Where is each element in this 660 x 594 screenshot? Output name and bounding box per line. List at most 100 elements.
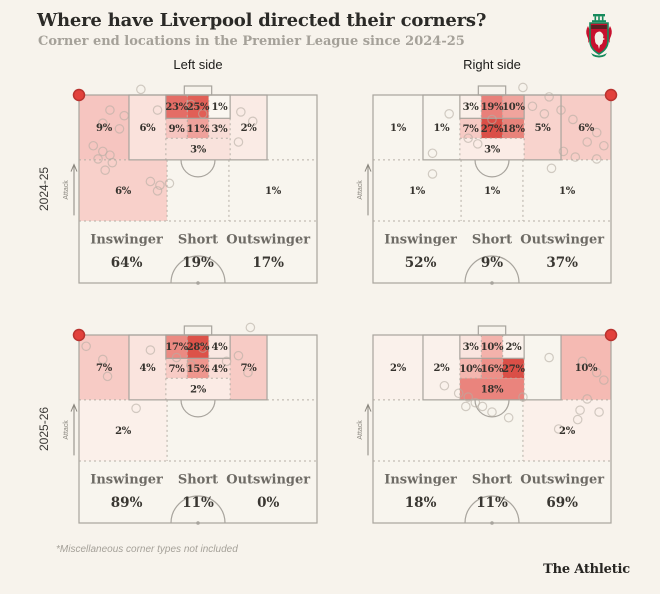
corner-type-value: 52% <box>405 255 437 271</box>
corner-end-location-bubble <box>594 407 604 417</box>
zone-percentage-label: 1% <box>559 186 576 197</box>
corner-zone <box>481 335 503 359</box>
corner-end-location-bubble <box>439 380 450 391</box>
zone-percentage-label: 3% <box>190 145 207 156</box>
corner-type-value: 64% <box>111 255 143 271</box>
corner-zone <box>208 335 231 359</box>
corner-type-label: Inswinger <box>90 233 163 248</box>
zone-percentage-label: 18% <box>481 385 504 396</box>
corner-zone <box>208 358 231 379</box>
corner-taken-dot <box>72 328 86 342</box>
center-circle <box>464 255 520 284</box>
center-spot <box>490 281 494 285</box>
corner-end-location-bubble <box>145 345 156 355</box>
crest-laurel <box>591 53 607 58</box>
zone-percentage-label: 2% <box>115 426 132 437</box>
corner-type-label: Short <box>472 233 512 248</box>
corner-zone <box>561 95 611 160</box>
pitch-2025-26-left: 7% 4% 17% 28% 4% 7% 15% 4% 2% 7% 2% Inswinger 89% Sho… <box>57 311 339 545</box>
zone-percentage-label: 1% <box>265 186 282 197</box>
corner-zone <box>187 118 209 139</box>
corner-end-location-bubble <box>599 140 609 151</box>
corner-type-value: 89% <box>111 495 143 511</box>
zone-percentage-label: 3% <box>484 145 501 156</box>
corner-end-location-bubble <box>582 394 592 404</box>
crest-liver-bird <box>594 31 605 49</box>
zone-percentage-label: 16% <box>481 364 504 375</box>
corner-end-location-bubble <box>568 114 578 125</box>
page-subtitle: Corner end locations in the Premier Leag… <box>38 34 465 49</box>
zone-percentage-label: 17% <box>165 342 188 353</box>
zone-percentage-label: 28% <box>187 342 210 353</box>
goal <box>477 325 507 336</box>
corner-end-location-bubble <box>152 105 163 115</box>
corner-end-location-bubble <box>503 412 514 423</box>
zone-percentage-label: 19% <box>481 102 504 113</box>
corner-end-location-bubble <box>570 152 581 162</box>
corner-end-location-bubble <box>155 180 165 191</box>
corner-zone <box>208 95 231 119</box>
corner-zone <box>481 118 503 139</box>
corner-end-location-bubble <box>544 92 554 102</box>
corner-end-location-bubble <box>546 163 557 174</box>
corner-type-label: Outswinger <box>520 473 604 488</box>
zone-percentage-label: 1% <box>484 186 501 197</box>
corner-type-label: Inswinger <box>90 473 163 488</box>
zone-percentage-label: 25% <box>187 102 210 113</box>
center-spot <box>196 521 200 525</box>
corner-zone <box>502 95 525 119</box>
corner-zone <box>208 118 231 139</box>
corner-type-label: Short <box>178 473 218 488</box>
zone-percentage-label: 10% <box>502 102 525 113</box>
goal <box>183 325 213 336</box>
zone-percentage-label: 2% <box>433 363 450 374</box>
pitch-2024-25-left: 9% 6% 23% 25% 1% 9% 11% 3% 3% 2% 6% 1% Inswinger 64% S… <box>57 71 339 305</box>
attack-label: Attack <box>63 180 70 200</box>
page-title: Where have Liverpool directed their corn… <box>37 10 487 31</box>
corner-taken-dot <box>604 328 618 342</box>
corner-end-location-bubble <box>518 392 528 402</box>
row-label-2024-25: 2024-25 <box>37 166 51 212</box>
corner-zone <box>230 335 268 400</box>
corner-type-value: 9% <box>481 255 503 271</box>
attack-arrow-head <box>364 403 372 412</box>
row-label-2025-26: 2025-26 <box>37 406 51 452</box>
corner-end-location-bubble <box>107 157 118 168</box>
corner-end-location-bubble <box>518 82 528 93</box>
corner-end-location-bubble <box>221 356 232 367</box>
corner-type-value: 37% <box>546 255 578 271</box>
column-header-right-side: Right side <box>463 57 521 72</box>
zone-percentage-label: 27% <box>481 124 504 135</box>
corner-zone <box>165 378 231 400</box>
corner-end-location-bubble <box>233 137 244 147</box>
zone-percentage-label: 7% <box>463 124 480 135</box>
corner-type-label: Inswinger <box>384 473 457 488</box>
corner-end-location-bubble <box>556 105 566 115</box>
zone-percentage-label: 1% <box>409 186 426 197</box>
corner-end-location-bubble <box>477 401 488 412</box>
zone-percentage-label: 23% <box>165 102 188 113</box>
corner-end-location-bubble <box>171 352 182 363</box>
zone-percentage-label: 3% <box>463 102 480 113</box>
corner-zone <box>79 159 168 221</box>
corner-end-location-bubble <box>100 165 110 175</box>
zone-percentage-label: 9% <box>96 123 113 134</box>
corner-end-location-bubble <box>582 137 592 147</box>
corner-zone <box>165 95 188 119</box>
corner-end-location-bubble <box>97 354 108 365</box>
pitch-svg: 7% 4%17%28% 4%7% 15% 4%2%7%2%Inswinger89%Sho… <box>63 322 318 525</box>
corner-end-location-bubble <box>119 110 130 121</box>
corner-end-location-bubble <box>233 350 244 361</box>
corner-type-label: Outswinger <box>226 233 310 248</box>
corner-zone <box>459 378 525 400</box>
corner-end-location-bubble <box>105 105 115 115</box>
penalty-arc <box>180 399 216 418</box>
zone-percentage-label: 4% <box>211 342 228 353</box>
attack-label: Attack <box>357 180 364 200</box>
attack-label: Attack <box>63 420 70 440</box>
corner-type-label: Inswinger <box>384 233 457 248</box>
pitch-svg: 2% 2%3% 10% 2%10%16%27%18%10%2%Inswinger18%… <box>357 325 618 525</box>
corner-zone <box>128 335 166 400</box>
corner-zone <box>481 95 503 119</box>
corner-end-location-bubble <box>88 140 99 151</box>
